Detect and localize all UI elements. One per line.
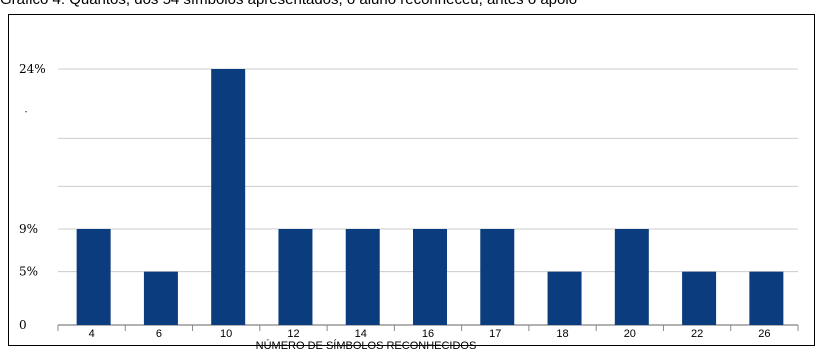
x-tick-label-20: 20 bbox=[624, 328, 636, 340]
x-tick-label-22: 22 bbox=[691, 328, 703, 340]
x-tick-label-14: 14 bbox=[355, 328, 367, 340]
x-tick-label-4: 4 bbox=[89, 328, 95, 340]
y-axis-minor-mark bbox=[25, 110, 27, 113]
bar-12 bbox=[278, 229, 313, 325]
x-tick-label-6: 6 bbox=[156, 328, 162, 340]
x-tick-label-26: 26 bbox=[758, 328, 770, 340]
bar-4 bbox=[76, 229, 111, 325]
x-tick-label-10: 10 bbox=[220, 328, 232, 340]
bar-6 bbox=[143, 271, 178, 325]
bar-16 bbox=[413, 229, 447, 325]
x-tick-label-17: 17 bbox=[489, 328, 501, 340]
x-axis-title: NÚMERO DE SÍMBOLOS RECONHECIDOS bbox=[256, 339, 477, 350]
bar-20 bbox=[614, 229, 649, 325]
chart-frame bbox=[8, 14, 815, 346]
y-tick-label: 5% bbox=[19, 265, 38, 279]
x-tick-label-18: 18 bbox=[556, 328, 568, 340]
y-tick-label: 0 bbox=[19, 318, 27, 332]
x-tick-label-12: 12 bbox=[287, 328, 299, 340]
bar-26 bbox=[749, 271, 784, 325]
y-tick-label: 24% bbox=[19, 62, 46, 76]
chart-caption: Gráfico 4: Quantos, dos 54 símbolos apre… bbox=[0, 0, 821, 9]
bar-10 bbox=[211, 69, 246, 325]
x-tick-label-16: 16 bbox=[422, 328, 434, 340]
y-tick-label: 9% bbox=[19, 222, 38, 236]
bar-22 bbox=[682, 271, 717, 325]
bar-14 bbox=[345, 229, 380, 325]
bar-18 bbox=[547, 271, 582, 325]
bar-17 bbox=[480, 229, 515, 325]
